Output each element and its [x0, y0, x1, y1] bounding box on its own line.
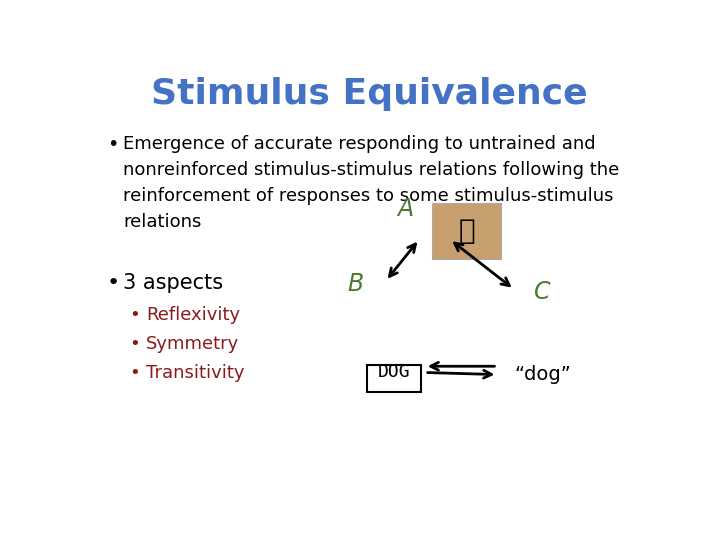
Text: 🐕: 🐕	[459, 217, 475, 245]
Text: DOG: DOG	[378, 363, 410, 381]
Text: Reflexivity: Reflexivity	[145, 306, 240, 324]
Text: •: •	[107, 273, 120, 293]
Text: B: B	[347, 272, 364, 295]
Text: Stimulus Equivalence: Stimulus Equivalence	[150, 77, 588, 111]
Text: •: •	[107, 136, 118, 154]
FancyBboxPatch shape	[367, 365, 421, 393]
Text: “dog”: “dog”	[514, 365, 571, 384]
Text: Emergence of accurate responding to untrained and
nonreinforced stimulus-stimulu: Emergence of accurate responding to untr…	[124, 136, 620, 231]
Text: •: •	[129, 364, 140, 382]
Text: A: A	[397, 197, 413, 221]
FancyBboxPatch shape	[432, 203, 501, 259]
Text: Transitivity: Transitivity	[145, 364, 244, 382]
Text: 3 aspects: 3 aspects	[124, 273, 224, 293]
Text: •: •	[129, 306, 140, 324]
Text: •: •	[129, 335, 140, 353]
Text: Symmetry: Symmetry	[145, 335, 239, 353]
Text: C: C	[534, 280, 550, 304]
